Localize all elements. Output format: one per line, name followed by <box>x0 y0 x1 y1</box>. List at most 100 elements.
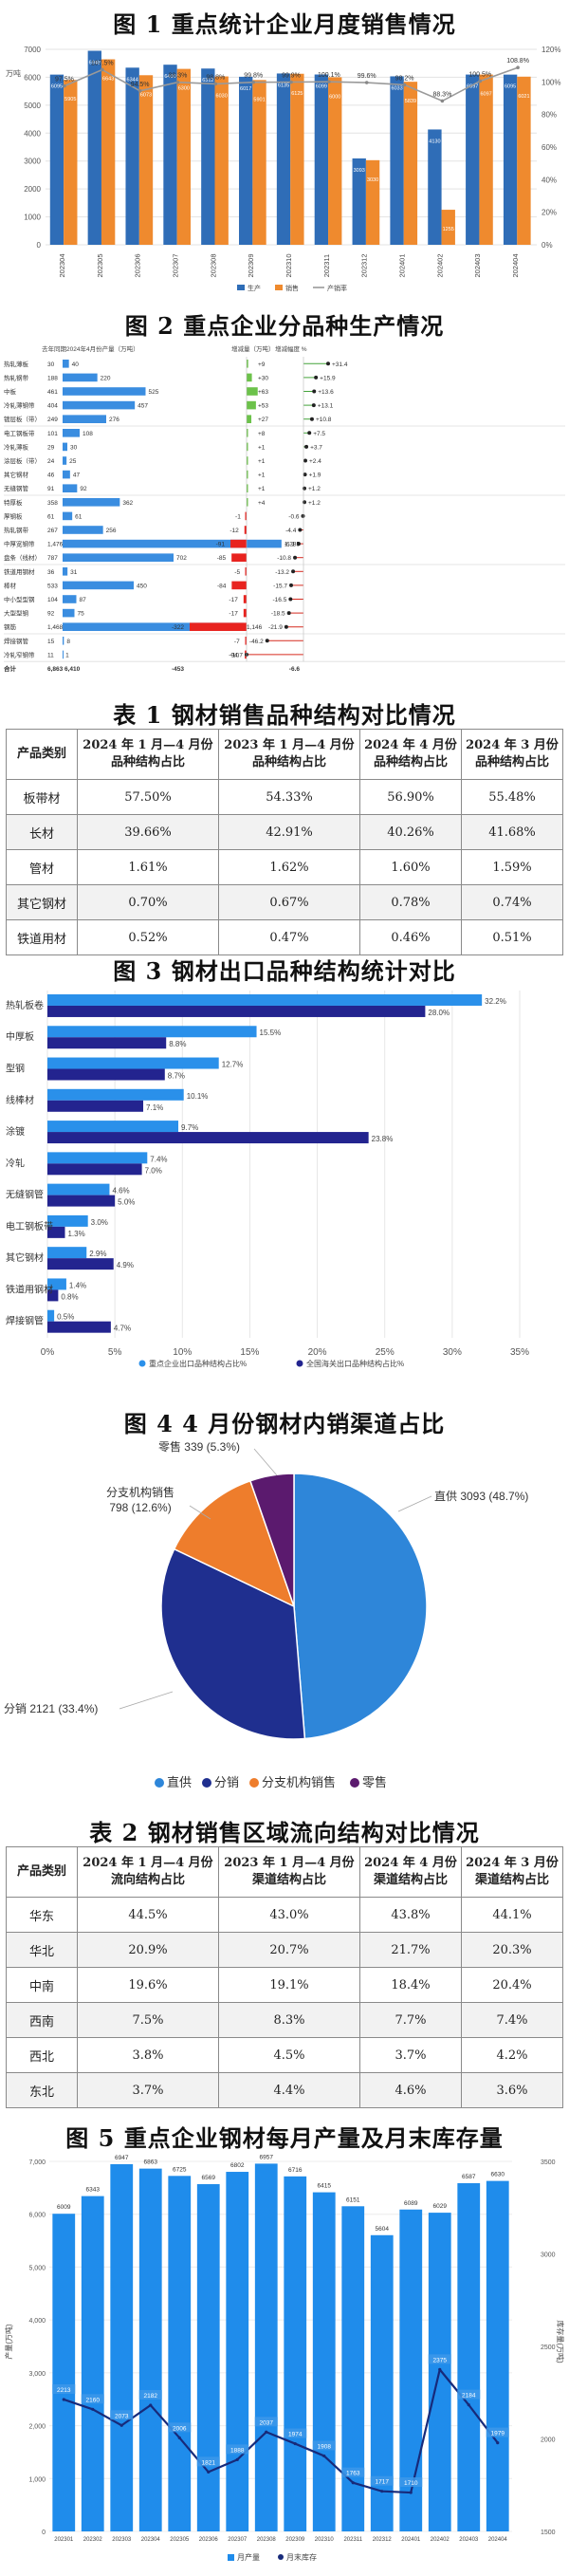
row-label: 冷轧薄板 <box>4 442 29 451</box>
cur-value: 256 <box>106 528 117 534</box>
x-tick-label: 202401 <box>398 253 407 277</box>
table1-title: 表 1 钢材销售品种结构对比情况 <box>113 701 456 729</box>
pct-dot <box>291 569 296 574</box>
change-value: +8 <box>258 431 266 437</box>
line-value-label: 1710 <box>404 2480 418 2487</box>
bar-change <box>247 400 256 410</box>
y-category-label: 其它钢材 <box>6 1251 44 1264</box>
row-category: 中南 <box>6 1967 78 2003</box>
bar-monthly-output <box>486 2180 509 2531</box>
pie-label: 直供 3093 (48.7%) <box>434 1490 528 1503</box>
y2-tick-label: 20% <box>541 209 557 217</box>
bar-customs <box>47 1289 59 1302</box>
bar-current <box>63 387 146 396</box>
x-tick-label: 202305 <box>96 253 104 277</box>
pct-value: -94.7 <box>229 652 243 658</box>
change-value: -453 <box>172 666 184 673</box>
pct-dot <box>302 486 306 491</box>
bar-monthly-output <box>110 2163 134 2531</box>
bar-value-label: 6863 <box>144 2159 158 2166</box>
x-tick-label: 15% <box>240 1347 259 1358</box>
x-tick-label: 202312 <box>373 2537 393 2543</box>
table-cell: 3.6% <box>460 2072 564 2108</box>
prev-value: 787 <box>47 555 58 562</box>
column-header: 2024 年 3 月份 渠道结构占比 <box>460 1846 564 1898</box>
legend-swatch-enterprise <box>138 1360 146 1367</box>
change-value: +9 <box>258 361 266 368</box>
y-category-label: 电工钢板带 <box>6 1220 53 1232</box>
bar-value-label: 28.0% <box>428 1009 450 1017</box>
pct-value: +13.1 <box>318 403 334 410</box>
bar-value-label: 6030 <box>216 94 228 100</box>
table-cell: 4.2% <box>460 2037 564 2073</box>
pct-value: -4.4 <box>285 528 297 534</box>
legend-swatch-inventory <box>278 2554 284 2560</box>
row-label: 特厚板 <box>4 498 23 507</box>
fig2-title: 图 2 重点企业分品种生产情况 <box>124 312 445 340</box>
x-tick-label: 202309 <box>247 253 255 277</box>
bar-change <box>245 567 247 576</box>
inventory-label-box <box>428 2354 451 2364</box>
bar-change <box>243 595 247 603</box>
bar-value-label: 6099 <box>316 84 327 90</box>
bar-production <box>390 76 404 245</box>
bar-value-label: 6344 <box>127 77 138 83</box>
pct-value: +31.4 <box>332 361 348 368</box>
row-label: 热轧钢带 <box>4 373 29 381</box>
pct-dot <box>293 555 298 560</box>
pie-slice-1 <box>160 1547 306 1740</box>
legend-swatch-2 <box>249 1778 259 1788</box>
table2-section: 表 2 钢材销售区域流向结构对比情况 产品类别 2024 年 1 月—4 月份 流向… <box>0 1803 569 2116</box>
y2-tick-label: 120% <box>541 46 560 54</box>
bar-sales <box>252 80 266 245</box>
row-label: 热轧薄板 <box>4 360 29 368</box>
bar-current <box>63 400 136 410</box>
pct-value: +13.6 <box>318 389 334 396</box>
change-value: -91 <box>216 542 226 548</box>
pct-value: +1.2 <box>308 500 321 507</box>
legend-label: 销售 <box>285 284 299 292</box>
y-category-label: 无缝钢管 <box>6 1189 44 1201</box>
bar-production <box>201 68 215 245</box>
bar-current <box>63 456 67 465</box>
bar-customs <box>47 1005 426 1017</box>
y2-tick-label: 1500 <box>541 2530 556 2536</box>
line-value-label: 98.8% <box>206 74 225 81</box>
legend-label: 零售 <box>362 1775 387 1789</box>
x-tick-label: 0% <box>41 1347 55 1358</box>
pie-label: 零售 339 (5.3%) <box>158 1439 240 1454</box>
x-tick-label: 30% <box>443 1347 462 1358</box>
y2-tick-label: 3000 <box>541 2252 556 2259</box>
table-cell: 20.3% <box>460 1932 564 1968</box>
y-category-label: 涂镀 <box>6 1125 25 1138</box>
line-value-label: 88.3% <box>432 91 451 98</box>
line-value-label: 88.3% <box>169 73 188 80</box>
column-header: 2024 年 1 月—4 月份 流向结构占比 <box>77 1846 219 1898</box>
bar-value-label: 6450 <box>164 74 175 80</box>
bar-change <box>247 387 258 396</box>
y-tick-label: 7000 <box>24 46 41 54</box>
cur-value: 108 <box>83 431 93 437</box>
inventory-label-box <box>370 2475 394 2486</box>
change-value: +1 <box>258 486 266 492</box>
column-header: 2024 年 4 月份 渠道结构占比 <box>359 1846 462 1898</box>
cur-value: 30 <box>70 444 78 451</box>
cur-value: 1,385 <box>284 542 301 548</box>
bar-key-enterprise <box>47 1026 257 1038</box>
prev-value: 29 <box>47 444 55 451</box>
legend-swatch-output <box>228 2554 234 2561</box>
bar-sales <box>176 68 192 245</box>
pct-dot <box>286 611 291 616</box>
pie-slice-3 <box>248 1473 295 1607</box>
table-cell: 0.78% <box>359 884 462 920</box>
table-cell: 19.6% <box>77 1967 219 2003</box>
y-tick-label: 5,000 <box>28 2265 46 2271</box>
change-value: -322 <box>172 624 184 631</box>
column-header: 2024 年 3 月份 品种结构占比 <box>460 729 564 780</box>
y-category-label: 型钢 <box>6 1063 25 1075</box>
fig5-title: 图 5 重点企业钢材每月产量及月末库存量 <box>65 2124 504 2152</box>
bar-sales <box>64 80 78 245</box>
legend-label: 重点企业出口品种结构占比% <box>149 1359 247 1368</box>
y2-tick-label: 2000 <box>541 2437 556 2444</box>
bar-value-label: 4.9% <box>117 1261 134 1269</box>
